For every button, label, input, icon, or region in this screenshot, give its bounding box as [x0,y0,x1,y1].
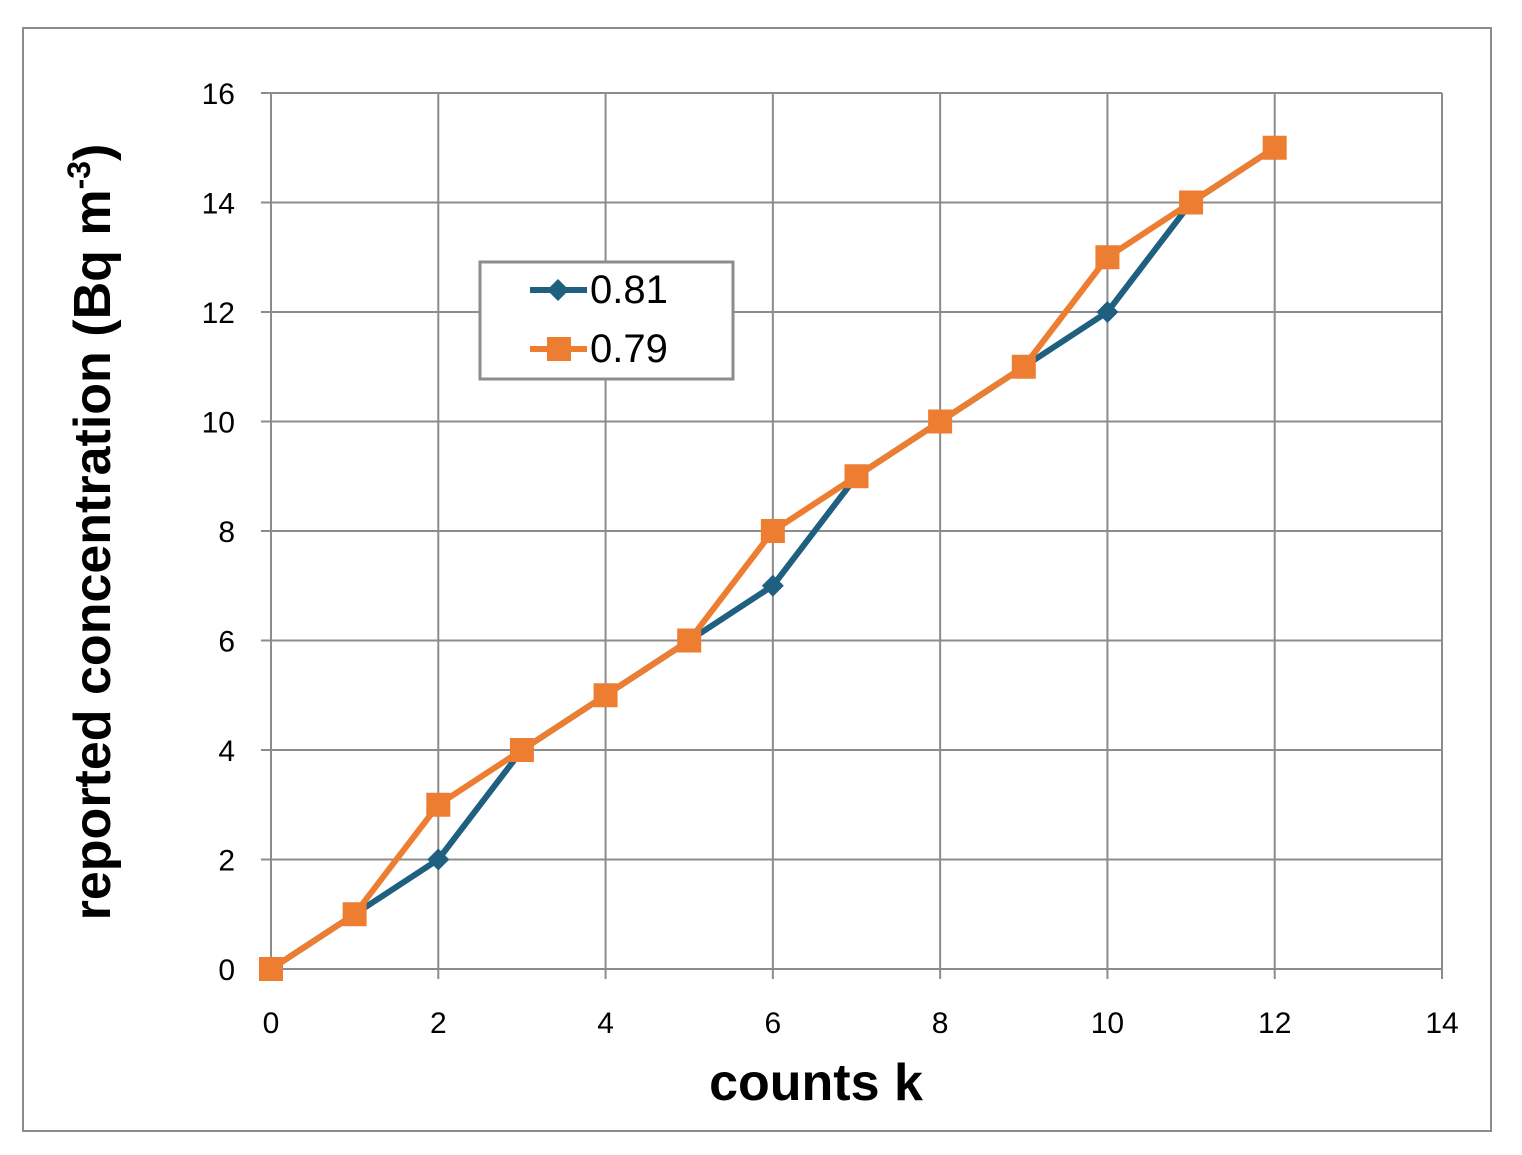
x-tick-label: 12 [1258,1007,1291,1040]
series-0.79 [259,135,1287,981]
x-tick-label: 2 [430,1007,447,1040]
y-tick-label: 4 [218,735,235,768]
data-point [342,902,367,927]
x-tick-label: 14 [1425,1007,1458,1040]
data-point [1096,301,1119,323]
y-tick-label: 10 [202,407,235,440]
grid [261,92,1443,979]
data-point [593,683,618,708]
x-tick-label: 4 [597,1007,614,1040]
data-point [1179,190,1204,215]
x-tick-label: 8 [932,1007,949,1040]
y-tick-label: 0 [218,954,235,987]
data-point [1262,135,1287,160]
legend: 0.81 0.79 [478,260,735,381]
y-tick-label: 6 [218,626,235,659]
data-point [1011,354,1036,379]
y-axis-title-superscript: -3 [61,161,97,189]
data-point [761,574,784,597]
data-point [427,848,450,871]
x-tick-label: 0 [263,1007,280,1040]
chart-frame [22,27,1492,1132]
y-tick-label: 14 [202,188,235,221]
data-point [1095,245,1120,270]
legend-marker-0 [547,279,569,301]
legend-box [478,260,735,381]
data-point [509,738,534,762]
y-tick-label: 12 [202,297,235,330]
x-axis-title: counts k [709,1054,923,1112]
x-tick-label: 6 [765,1007,782,1040]
y-axis-title-main: reported concentration (Bq m [64,189,122,920]
data-point [677,628,702,653]
legend-marker-1 [547,337,571,361]
tick-labels: 0 2 4 6 8 10 12 14 16 0 2 4 6 8 10 12 14 [202,78,1459,1040]
x-tick-label: 10 [1091,1007,1124,1040]
data-point [928,409,953,434]
series-layer [259,135,1287,981]
y-tick-label: 2 [218,845,235,878]
data-point [844,464,869,489]
data-point [259,957,283,981]
data-point [426,792,451,817]
legend-label-0: 0.81 [590,268,668,312]
y-axis-title: reported concentration (Bq m-3) [61,144,122,921]
data-point [760,519,785,543]
y-tick-label: 16 [202,78,235,111]
legend-label-1: 0.79 [590,327,668,371]
y-axis-title-close: ) [64,144,122,161]
y-tick-label: 8 [218,516,235,549]
